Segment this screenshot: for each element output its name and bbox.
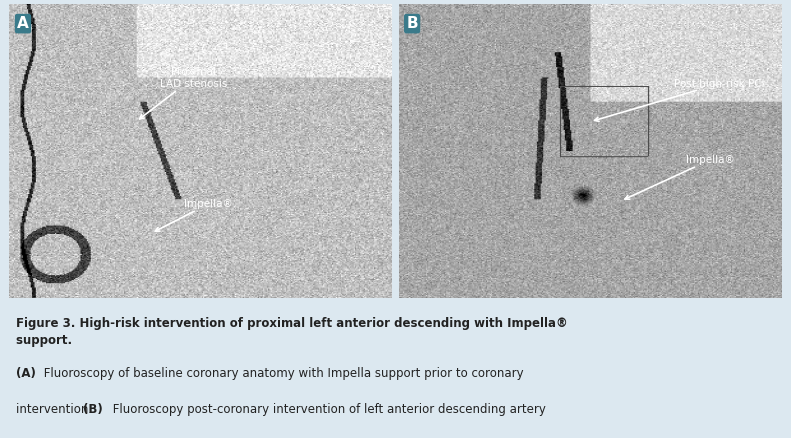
Text: Fluoroscopy post-coronary intervention of left anterior descending artery: Fluoroscopy post-coronary intervention o… — [108, 403, 546, 416]
Text: (B): (B) — [83, 403, 103, 416]
Text: Proximal
LAD stenosis: Proximal LAD stenosis — [139, 67, 227, 119]
Text: B: B — [407, 16, 418, 31]
Text: A: A — [17, 16, 29, 31]
Text: Impella®: Impella® — [155, 199, 233, 231]
Text: Post high-risk PCI: Post high-risk PCI — [595, 78, 765, 121]
Text: (A): (A) — [16, 367, 36, 380]
Text: Figure 3. High-risk intervention of proximal left anterior descending with Impel: Figure 3. High-risk intervention of prox… — [16, 317, 567, 347]
Text: Fluoroscopy of baseline coronary anatomy with Impella support prior to coronary: Fluoroscopy of baseline coronary anatomy… — [40, 367, 524, 380]
Text: Impella®: Impella® — [625, 155, 735, 199]
Text: intervention.: intervention. — [16, 403, 96, 416]
